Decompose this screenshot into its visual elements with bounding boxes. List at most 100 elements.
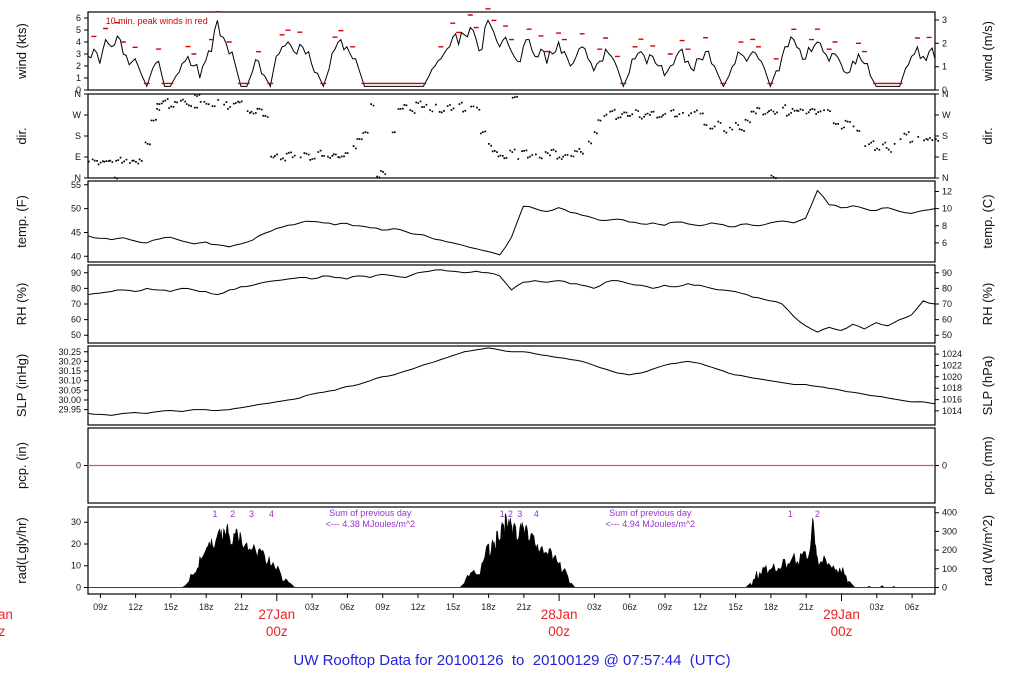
- x-tick-label: 21z: [234, 602, 249, 612]
- pcp-ytick-left: 0: [76, 461, 81, 471]
- x-tick-label: 09z: [93, 602, 108, 612]
- temp-ytick-left: 40: [71, 251, 81, 261]
- slp-ytick-right: 1018: [942, 383, 962, 393]
- slp-axis-label-right: SLP (hPa): [980, 356, 995, 416]
- x-tick-label: 03z: [305, 602, 320, 612]
- dir-ytick-right: W: [942, 110, 951, 120]
- temp-series-line: [87, 189, 936, 256]
- rh-axis-label-left: RH (%): [14, 283, 29, 326]
- x-tick-label: 12z: [128, 602, 143, 612]
- mj-hour-marker: 1: [788, 509, 793, 519]
- rad-ytick-left: 30: [71, 517, 81, 527]
- slp-ytick-marks: [84, 351, 939, 412]
- dir-ytick-left: S: [75, 131, 81, 141]
- slp-ytick-right: 1014: [942, 406, 962, 416]
- mj-hour-marker: 3: [517, 509, 522, 519]
- wind-ytick-right: 0: [942, 85, 947, 95]
- date-label: 26Jan: [0, 607, 13, 622]
- date-label: 27Jan: [258, 607, 295, 622]
- wind-ytick-right: 1: [942, 62, 947, 72]
- peak-wind-annotation: 10 min. peak winds in red: [106, 16, 208, 26]
- rh-ytick-right: 50: [942, 330, 952, 340]
- wind-axis-label-left: wind (kts): [14, 23, 29, 80]
- temp-ytick-right: 6: [942, 238, 947, 248]
- rad-ytick-right: 300: [942, 526, 957, 536]
- dir-ytick-right: S: [942, 131, 948, 141]
- rh-axis-label-right: RH (%): [980, 283, 995, 326]
- rh-ytick-left: 80: [71, 283, 81, 293]
- sum-annotation-line1: Sum of previous day: [609, 508, 692, 518]
- mj-hour-marker: 1: [213, 509, 218, 519]
- slp-ytick-left: 30.25: [58, 347, 81, 357]
- slp-series-line: [87, 347, 936, 416]
- x-tick-label: 06z: [340, 602, 355, 612]
- date-label: 29Jan: [823, 607, 860, 622]
- temp-ytick-right: 10: [942, 204, 952, 214]
- dir-ytick-right: N: [942, 173, 949, 183]
- slp-ytick-right: 1016: [942, 395, 962, 405]
- x-tick-label: 12z: [411, 602, 426, 612]
- wind-ytick-left: 1: [76, 73, 81, 83]
- rh-ytick-left: 50: [71, 330, 81, 340]
- rh-ytick-right: 90: [942, 268, 952, 278]
- temp-axis-label-left: temp. (F): [14, 195, 29, 248]
- dir-ytick-left: N: [75, 89, 82, 99]
- wind-ytick-right: 2: [942, 38, 947, 48]
- temp-ytick-right: 12: [942, 186, 952, 196]
- x-tick-label: 06z: [905, 602, 920, 612]
- temp-ytick-marks: [84, 184, 939, 257]
- wind-ytick-marks: [84, 17, 939, 91]
- sum-annotation-line2: <--- 4.38 MJoules/m^2: [326, 519, 416, 529]
- rh-ytick-right: 70: [942, 299, 952, 309]
- mj-hour-marker: 2: [815, 509, 820, 519]
- x-tick-label: 21z: [517, 602, 532, 612]
- dir-ytick-right: E: [942, 152, 948, 162]
- rad-ytick-right: 100: [942, 564, 957, 574]
- x-tick-label: 12z: [693, 602, 708, 612]
- date-label-hour: 00z: [831, 624, 853, 639]
- peak-wind-marks: [91, 8, 932, 85]
- wind-panel-frame: [87, 11, 936, 91]
- pcp-ytick-right: 0: [942, 461, 947, 471]
- wind-ytick-left: 6: [76, 13, 81, 23]
- chart-title: UW Rooftop Data for 20100126 to 20100129…: [293, 652, 731, 669]
- temp-ytick-left: 55: [71, 180, 81, 190]
- rad-ytick-right: 400: [942, 508, 957, 518]
- slp-ytick-left: 29.95: [58, 405, 81, 415]
- mj-hour-marker: 2: [230, 509, 235, 519]
- wind-ytick-left: 5: [76, 25, 81, 35]
- x-tick-label: 03z: [587, 602, 602, 612]
- sum-annotation-line2: <--- 4.94 MJoules/m^2: [606, 519, 696, 529]
- x-tick-label: 06z: [622, 602, 637, 612]
- mj-hour-marker: 3: [249, 509, 254, 519]
- temp-ytick-left: 45: [71, 227, 81, 237]
- rad-ytick-left: 10: [71, 561, 81, 571]
- wind-ytick-left: 3: [76, 49, 81, 59]
- rh-ytick-left: 60: [71, 315, 81, 325]
- slp-ytick-left: 30.10: [58, 376, 81, 386]
- dir-axis-label-left: dir.: [14, 127, 29, 144]
- date-label-hour: 00z: [266, 624, 288, 639]
- dir-ytick-right: N: [942, 89, 949, 99]
- rad-ytick-left: 20: [71, 539, 81, 549]
- rad-ytick-right: 0: [942, 582, 947, 592]
- rh-ytick-right: 80: [942, 283, 952, 293]
- rad-axis-label-left: rad(Lgly/hr): [14, 517, 29, 583]
- rad-ytick-marks: [84, 512, 939, 588]
- slp-axis-label-left: SLP (inHg): [14, 354, 29, 417]
- rh-ytick-right: 60: [942, 315, 952, 325]
- x-tick-label: 09z: [658, 602, 673, 612]
- dir-axis-label-right: dir.: [980, 127, 995, 144]
- wind-ytick-left: 2: [76, 61, 81, 71]
- pcp-axis-label-right: pcp. (mm): [980, 436, 995, 495]
- x-tick-label: 18z: [481, 602, 496, 612]
- mj-hour-marker: 1: [500, 509, 505, 519]
- rh-ytick-left: 70: [71, 299, 81, 309]
- mj-hour-marker: 2: [508, 509, 513, 519]
- rh-series-line: [87, 269, 936, 333]
- date-label-hour: 00z: [0, 624, 6, 639]
- temp-axis-label-right: temp. (C): [980, 194, 995, 248]
- slp-ytick-left: 30.15: [58, 366, 81, 376]
- pcp-axis-label-left: pcp. (in): [14, 442, 29, 489]
